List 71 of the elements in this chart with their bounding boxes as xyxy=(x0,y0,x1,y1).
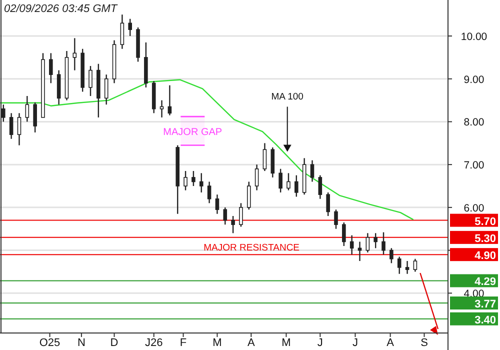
x-tick-label: D xyxy=(110,337,118,349)
candlestick xyxy=(231,215,235,234)
ref-line-label: 4.90 xyxy=(474,250,496,262)
candlestick xyxy=(270,146,275,178)
candlestick xyxy=(128,18,132,37)
x-tick-label: M xyxy=(212,337,222,349)
candlestick xyxy=(72,38,77,71)
candlestick xyxy=(358,241,362,262)
band-label: MAJOR GAP xyxy=(163,126,222,138)
ref-line-label: 3.77 xyxy=(474,298,496,310)
candlestick xyxy=(286,172,290,191)
ref-line-label: 5.30 xyxy=(474,232,496,245)
x-tick-label: O25 xyxy=(39,337,60,349)
candlestick xyxy=(366,232,370,254)
y-tick-label: 8.00 xyxy=(464,116,484,129)
x-tick-label: A xyxy=(247,337,256,349)
candlestick xyxy=(342,222,346,247)
x-tick-label: J xyxy=(352,337,358,349)
candlestick xyxy=(49,52,53,84)
x-tick-label: A xyxy=(386,337,395,349)
candlestick xyxy=(334,208,338,230)
candlestick xyxy=(294,174,298,198)
x-tick-label: F xyxy=(180,337,187,349)
candlestick xyxy=(17,112,22,146)
candlestick xyxy=(350,234,354,256)
candlestick xyxy=(199,172,204,194)
candlestick xyxy=(9,112,14,140)
candlestick xyxy=(413,258,418,272)
candlestick xyxy=(223,206,228,226)
candlestick xyxy=(326,192,330,217)
line-series xyxy=(0,79,414,220)
candlestick xyxy=(160,100,164,118)
x-tick-label: J xyxy=(317,337,323,349)
candlestick xyxy=(278,168,282,194)
y-tick-label: 7.00 xyxy=(464,160,484,172)
candlestick xyxy=(262,142,267,172)
candlestick xyxy=(318,174,322,200)
candlestick xyxy=(390,248,394,264)
ref-line-label: 4.29 xyxy=(474,276,496,288)
annotation: MAJOR RESISTANCE xyxy=(204,242,300,254)
candlestick xyxy=(374,232,378,249)
y-tick-label: 6.00 xyxy=(464,202,484,214)
annotation: MA 100 xyxy=(271,92,304,103)
candlestick xyxy=(33,102,37,134)
candlestick xyxy=(310,160,314,182)
candlestick xyxy=(382,232,386,256)
x-tick-label: M xyxy=(282,337,291,349)
candlestick xyxy=(56,70,61,106)
candlestick xyxy=(104,74,108,106)
candlestick xyxy=(88,65,92,97)
candlestick xyxy=(1,104,6,122)
x-tick-label: S xyxy=(420,337,428,349)
candlestick xyxy=(215,194,220,214)
candlestick xyxy=(397,256,402,274)
candlestick xyxy=(405,260,410,274)
candlestick xyxy=(168,84,172,116)
candlestick xyxy=(25,95,30,122)
ref-line-label: 3.40 xyxy=(474,314,496,326)
annotation: 02/09/2026 03:45 GMT xyxy=(4,3,118,15)
candlestick xyxy=(184,170,188,191)
x-tick-label: N xyxy=(77,337,86,349)
candlestick xyxy=(239,202,243,228)
candlestick xyxy=(207,181,212,204)
candlestick xyxy=(254,164,259,191)
y-tick-label: 9.00 xyxy=(464,74,484,86)
ref-line-label: 5.70 xyxy=(474,216,496,228)
candlestick xyxy=(246,181,251,210)
candlestick xyxy=(120,14,124,50)
y-tick-label: 10.00 xyxy=(460,31,488,43)
candlestick xyxy=(192,170,196,187)
x-tick-label: J26 xyxy=(144,337,163,349)
